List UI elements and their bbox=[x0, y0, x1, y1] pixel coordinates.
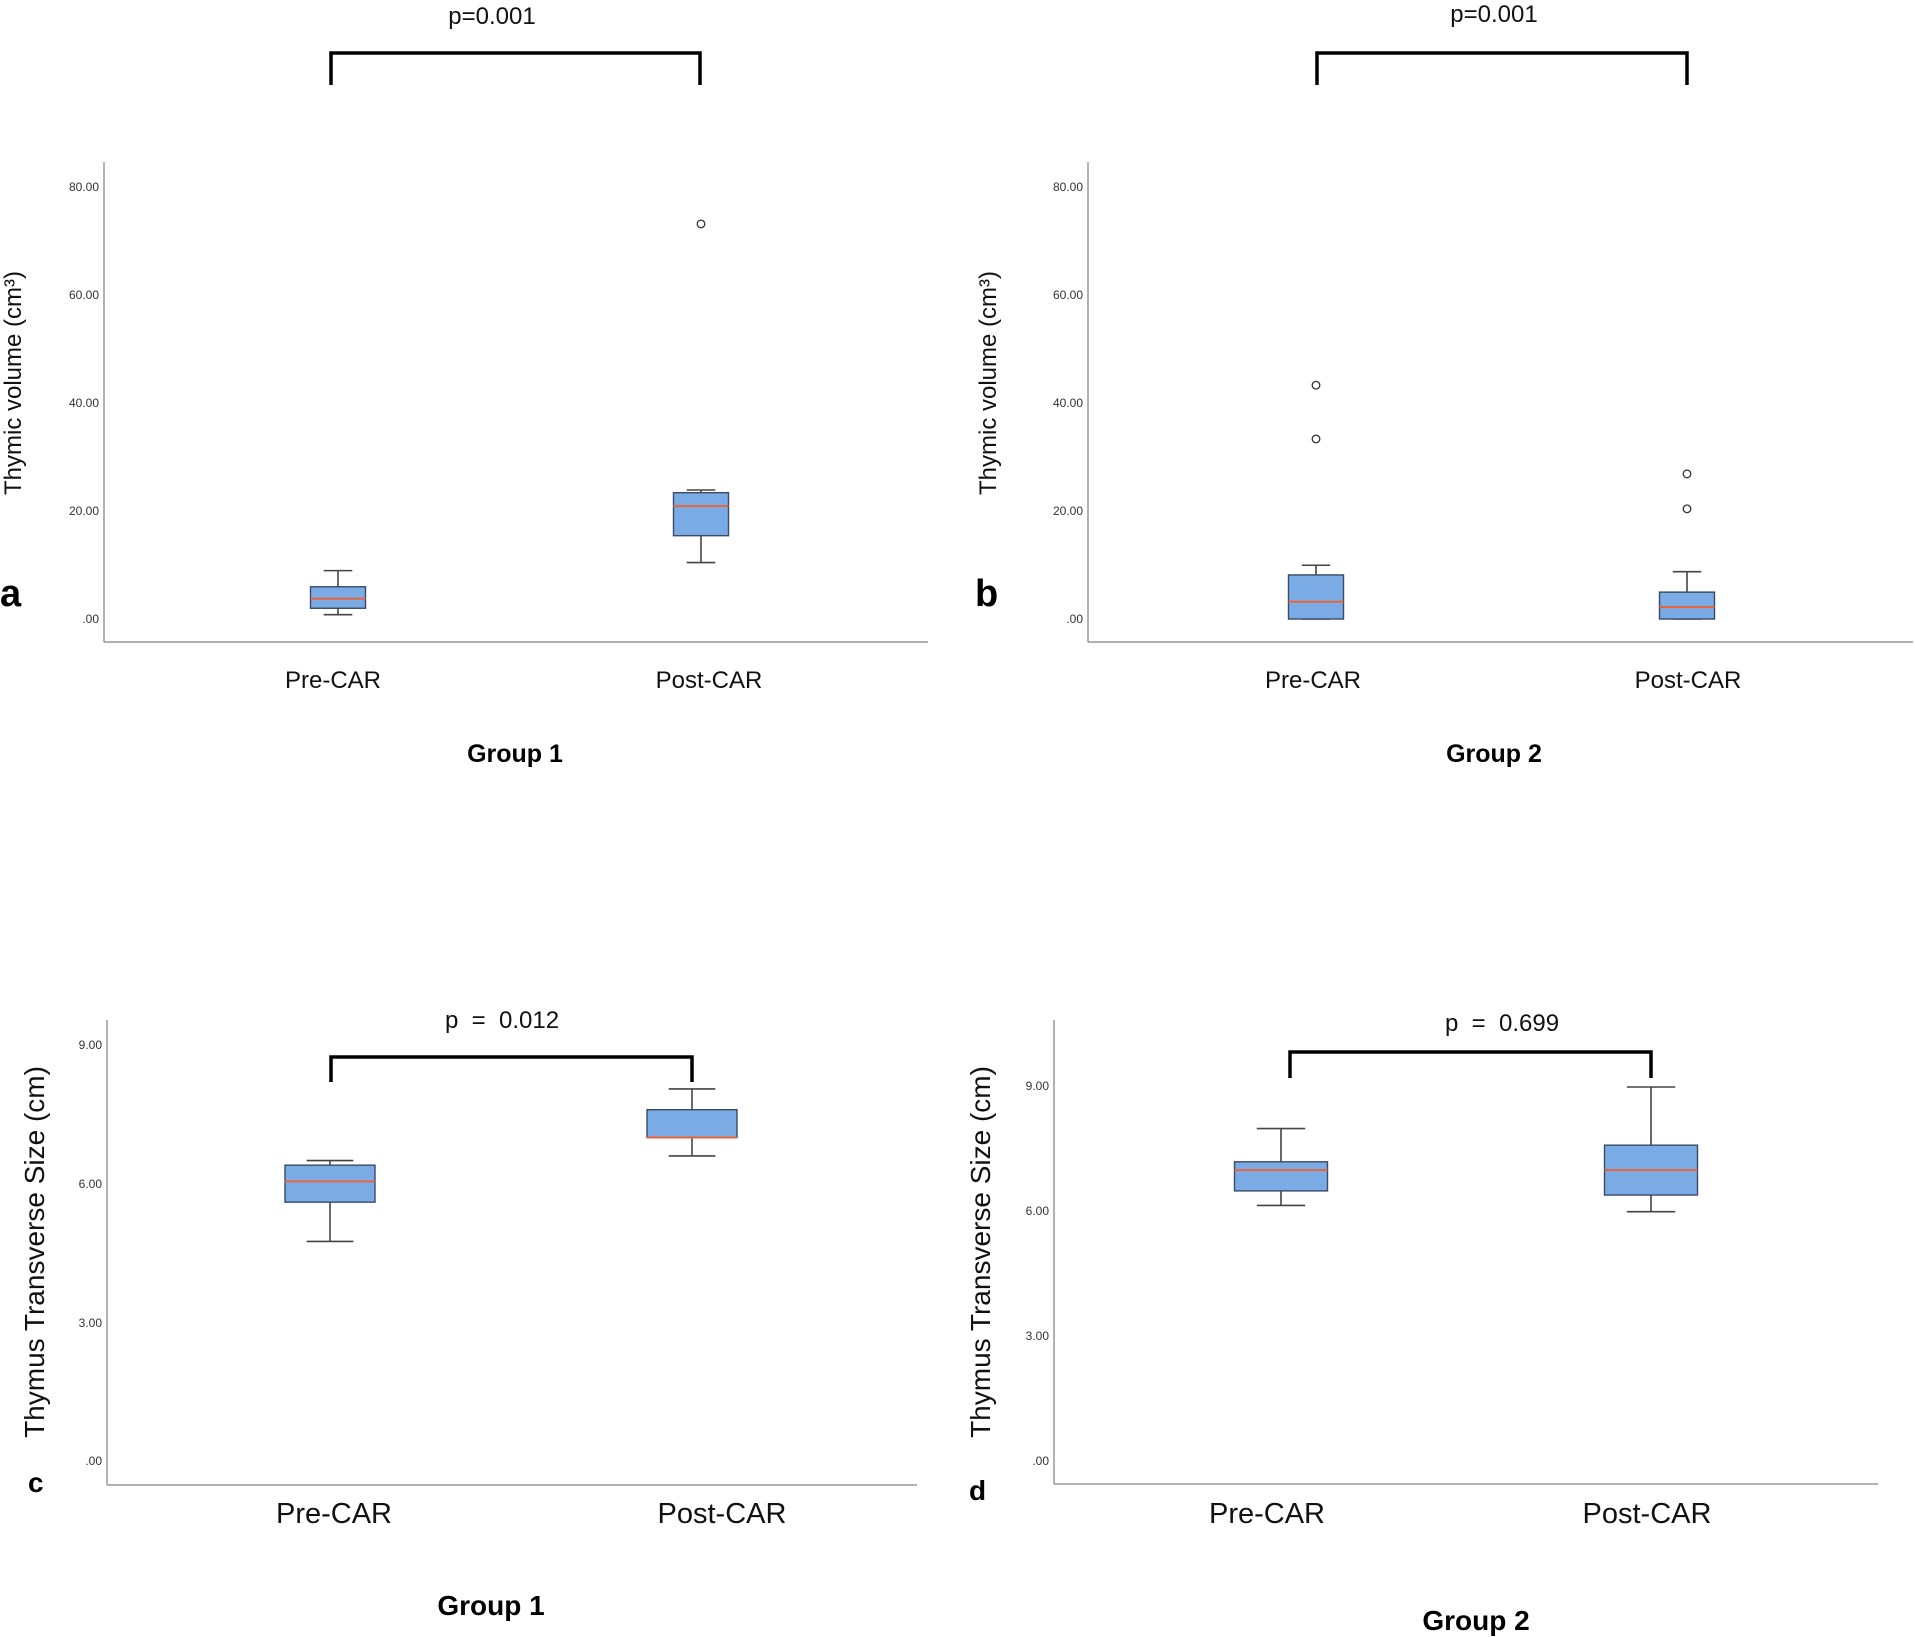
y-tick-label: 3.00 bbox=[79, 1316, 103, 1330]
box-group bbox=[284, 1088, 738, 1243]
outlier-point bbox=[1311, 434, 1321, 444]
x-axis-title: Group 2 bbox=[1422, 1605, 1529, 1636]
p-value-annotation: p = 0.012 bbox=[445, 1007, 559, 1034]
panel-letter: a bbox=[0, 573, 22, 615]
panel-letter: b bbox=[975, 573, 998, 615]
y-tick-label: 40.00 bbox=[1053, 396, 1083, 410]
y-tick-label: 60.00 bbox=[69, 288, 99, 302]
box-group bbox=[1233, 1086, 1699, 1213]
p-value-annotation: p=0.001 bbox=[448, 3, 535, 30]
category-label: Post-CAR bbox=[656, 667, 763, 694]
category-label: Post-CAR bbox=[1583, 1498, 1712, 1530]
y-tick-label: .00 bbox=[1066, 612, 1083, 626]
y-tick-labels: .00 3.00 6.00 9.00 bbox=[79, 1038, 103, 1468]
x-axis-title: Group 1 bbox=[437, 1590, 544, 1621]
y-tick-label: 6.00 bbox=[1026, 1204, 1050, 1218]
category-label: Pre-CAR bbox=[1265, 667, 1361, 694]
y-tick-label: 40.00 bbox=[69, 396, 99, 410]
category-label: Pre-CAR bbox=[276, 1498, 392, 1530]
panel-d: p = 0.699 .00 3.00 6.00 9.00 Pre-CAR Pos… bbox=[965, 1010, 1878, 1636]
y-tick-label: 6.00 bbox=[79, 1177, 103, 1191]
box-group bbox=[1287, 380, 1716, 620]
x-axis-title: Group 1 bbox=[467, 740, 563, 768]
category-label: Post-CAR bbox=[658, 1498, 787, 1530]
panel-letter: c bbox=[28, 1467, 44, 1498]
box-iqr bbox=[284, 1164, 376, 1203]
panel-c: p = 0.012 .00 3.00 6.00 9.00 Pre-CAR Pos… bbox=[19, 1007, 917, 1621]
y-tick-label: 80.00 bbox=[69, 180, 99, 194]
y-axis-title: Thymic volume (cm³) bbox=[975, 271, 1002, 495]
y-tick-label: .00 bbox=[85, 1454, 102, 1468]
y-tick-label: 60.00 bbox=[1053, 288, 1083, 302]
y-tick-labels: .00 20.00 40.00 60.00 80.00 bbox=[69, 180, 99, 626]
category-label: Pre-CAR bbox=[285, 667, 381, 694]
y-tick-label: .00 bbox=[82, 612, 99, 626]
y-axis-title: Thymus Transverse Size (cm) bbox=[965, 1066, 996, 1438]
category-label: Post-CAR bbox=[1635, 667, 1742, 694]
y-tick-label: 9.00 bbox=[1026, 1079, 1050, 1093]
outlier-point bbox=[1311, 380, 1321, 390]
y-tick-label: 9.00 bbox=[79, 1038, 103, 1052]
box-iqr bbox=[1658, 591, 1716, 620]
panel-b: p=0.001 .00 20.00 40.00 60.00 80.00 Pre-… bbox=[975, 1, 1913, 768]
y-tick-label: 80.00 bbox=[1053, 180, 1083, 194]
significance-bracket bbox=[329, 51, 702, 85]
y-tick-label: 20.00 bbox=[69, 504, 99, 518]
y-tick-label: .00 bbox=[1032, 1454, 1049, 1468]
y-tick-label: 3.00 bbox=[1026, 1329, 1050, 1343]
panel-letter: d bbox=[969, 1475, 986, 1506]
y-axis-title: Thymus Transverse Size (cm) bbox=[19, 1066, 50, 1438]
box-group bbox=[309, 219, 730, 616]
significance-bracket bbox=[1315, 51, 1689, 85]
y-axis-title: Thymic volume (cm³) bbox=[0, 271, 27, 495]
y-tick-label: 20.00 bbox=[1053, 504, 1083, 518]
box-iqr bbox=[672, 491, 730, 537]
panel-a: p=0.001 .00 20.00 40.00 60.00 80.00 Pre-… bbox=[0, 3, 928, 768]
significance-bracket bbox=[1288, 1050, 1653, 1078]
p-value-annotation: p = 0.699 bbox=[1445, 1010, 1559, 1037]
outlier-point bbox=[1682, 469, 1692, 479]
box-iqr bbox=[309, 586, 367, 609]
outlier-point bbox=[696, 219, 706, 229]
box-iqr bbox=[1233, 1161, 1329, 1192]
category-label: Pre-CAR bbox=[1209, 1498, 1325, 1530]
box-iqr bbox=[1287, 574, 1345, 620]
y-tick-labels: .00 20.00 40.00 60.00 80.00 bbox=[1053, 180, 1083, 626]
outlier-point bbox=[1682, 504, 1692, 514]
p-value-annotation: p=0.001 bbox=[1450, 1, 1537, 28]
box-iqr bbox=[646, 1109, 738, 1139]
x-axis-title: Group 2 bbox=[1446, 740, 1542, 768]
y-tick-labels: .00 3.00 6.00 9.00 bbox=[1026, 1079, 1050, 1468]
significance-bracket bbox=[329, 1055, 694, 1082]
